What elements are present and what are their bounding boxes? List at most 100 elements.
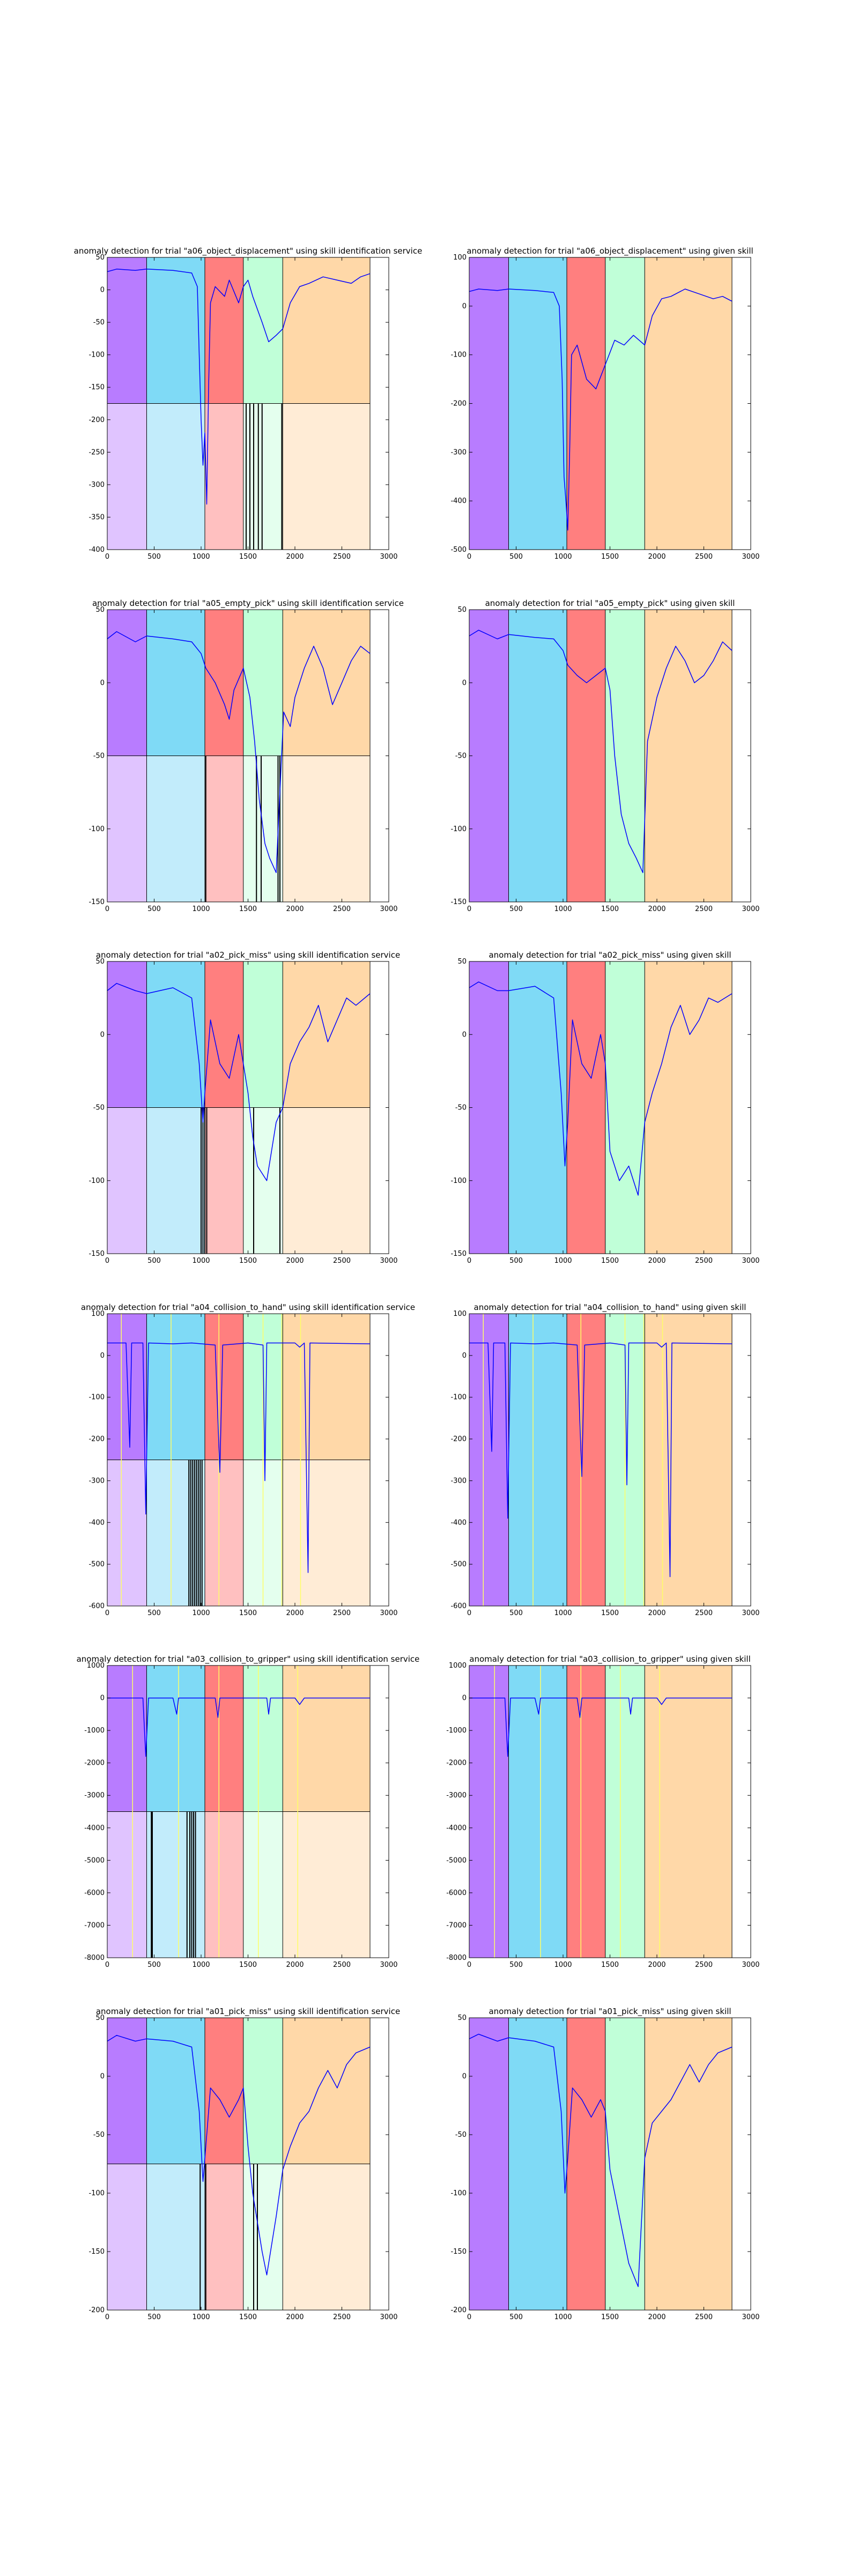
x-tick-label: 0 <box>105 553 109 561</box>
skill-region <box>243 610 283 756</box>
x-tick-label: 1500 <box>601 553 619 561</box>
series-line <box>469 981 733 1196</box>
y-tick-label: -200 <box>450 2306 467 2314</box>
skill-region <box>508 257 567 550</box>
y-tick-label: -100 <box>88 1177 105 1185</box>
x-tick-label: 2500 <box>695 1961 713 1969</box>
skill-region <box>243 1665 283 1812</box>
x-tick-label: 2000 <box>648 2313 665 2321</box>
identified-skill-region <box>107 1460 147 1606</box>
y-tick-label: -200 <box>450 1435 467 1444</box>
x-tick-label: 1500 <box>239 553 257 561</box>
chart-title: anomaly detection for trial "a05_empty_p… <box>485 598 735 609</box>
skill-region <box>205 1314 243 1460</box>
x-tick-label: 2000 <box>648 1257 665 1265</box>
y-tick-label: -150 <box>450 2248 467 2256</box>
skill-region <box>283 1665 370 1812</box>
x-tick-label: 1000 <box>554 2313 572 2321</box>
skill-region <box>605 610 645 902</box>
y-tick-label: -2000 <box>446 1759 467 1767</box>
y-tick-label: -5000 <box>446 1856 467 1864</box>
y-tick-label: -500 <box>450 1560 467 1568</box>
identified-skill-region <box>205 1460 243 1606</box>
y-tick-label: 100 <box>91 1310 105 1318</box>
skill-region <box>508 961 567 1254</box>
x-tick-label: 3000 <box>380 905 397 913</box>
subplot: 0 500 1000 1500 2000 2500 3000 -200 -150 -100 -50 0… <box>88 2007 400 2321</box>
y-tick-label: 0 <box>462 1694 467 1702</box>
y-tick-label: -400 <box>88 1519 105 1527</box>
y-tick-label: -6000 <box>446 1889 467 1897</box>
plot-area <box>107 610 371 902</box>
y-tick-label: -100 <box>88 351 105 359</box>
plot-area <box>107 1665 371 1958</box>
x-tick-label: 1000 <box>192 905 210 913</box>
y-tick-label: -100 <box>450 1177 467 1185</box>
plot-area <box>469 961 733 1254</box>
x-tick-label: 2500 <box>333 1609 351 1617</box>
skill-region <box>567 2018 605 2310</box>
x-tick-label: 0 <box>467 1257 471 1265</box>
series-line <box>469 630 733 874</box>
x-tick-label: 2500 <box>695 905 713 913</box>
skill-region <box>645 2018 732 2310</box>
identified-skill-region <box>107 756 147 902</box>
x-tick-label: 2000 <box>648 553 665 561</box>
x-tick-label: 500 <box>509 905 523 913</box>
x-tick-label: 3000 <box>742 1609 759 1617</box>
skill-region <box>107 257 147 404</box>
identified-skill-region <box>243 2164 283 2310</box>
plot-area <box>469 1314 733 1606</box>
plot-area <box>107 961 371 1254</box>
x-tick-label: 1000 <box>554 553 572 561</box>
y-tick-label: -100 <box>450 1394 467 1402</box>
x-tick-label: 1500 <box>601 1961 619 1969</box>
x-tick-label: 2500 <box>333 1257 351 1265</box>
x-tick-label: 2000 <box>286 553 304 561</box>
subplot: 0 500 1000 1500 2000 2500 3000 -150 -100 -50 0 50an… <box>88 598 404 913</box>
identified-skill-region <box>283 403 370 550</box>
x-tick-label: 1500 <box>239 1257 257 1265</box>
y-tick-label: -600 <box>88 1602 105 1610</box>
x-tick-label: 3000 <box>742 1257 759 1265</box>
y-tick-label: 0 <box>100 679 105 687</box>
y-tick-label: -150 <box>450 898 467 906</box>
x-tick-label: 0 <box>467 905 471 913</box>
y-tick-label: -50 <box>455 752 467 760</box>
x-tick-label: 2000 <box>648 1609 665 1617</box>
x-tick-label: 2500 <box>333 2313 351 2321</box>
x-tick-label: 500 <box>147 1257 161 1265</box>
x-tick-label: 3000 <box>742 2313 759 2321</box>
x-tick-label: 2500 <box>695 553 713 561</box>
y-tick-label: -400 <box>450 1519 467 1527</box>
y-tick-label: -300 <box>88 481 105 489</box>
y-tick-label: -3000 <box>84 1792 105 1800</box>
x-tick-label: 0 <box>105 1609 109 1617</box>
x-tick-label: 500 <box>147 553 161 561</box>
skill-region <box>107 1665 147 1812</box>
identified-skill-region <box>205 1811 243 1958</box>
y-tick-label: -4000 <box>446 1824 467 1832</box>
skill-region <box>567 961 605 1254</box>
y-tick-label: -400 <box>88 546 105 554</box>
skill-region <box>645 961 732 1254</box>
y-tick-label: -150 <box>88 898 105 906</box>
x-tick-label: 0 <box>105 2313 109 2321</box>
skill-region <box>107 1314 147 1460</box>
x-tick-label: 2000 <box>286 2313 304 2321</box>
identified-skill-region <box>146 1811 205 1958</box>
skill-region <box>605 1665 645 1958</box>
subplot: 0 500 1000 1500 2000 2500 3000 -8000 -7000 -6000 -… <box>77 1654 420 1969</box>
x-tick-label: 2500 <box>695 1257 713 1265</box>
subplot: 0 500 1000 1500 2000 2500 3000 -150 -100 -50 0 50an… <box>88 950 400 1265</box>
y-tick-label: -100 <box>88 2189 105 2197</box>
skill-region <box>283 257 370 404</box>
y-tick-label: -6000 <box>84 1889 105 1897</box>
plot-area <box>469 257 733 550</box>
y-tick-label: -50 <box>93 319 105 327</box>
y-tick-label: -250 <box>88 448 105 456</box>
identified-skill-region <box>107 403 147 550</box>
plot-area <box>107 2018 371 2310</box>
y-tick-label: -3000 <box>446 1792 467 1800</box>
identified-skill-region <box>283 1811 370 1958</box>
